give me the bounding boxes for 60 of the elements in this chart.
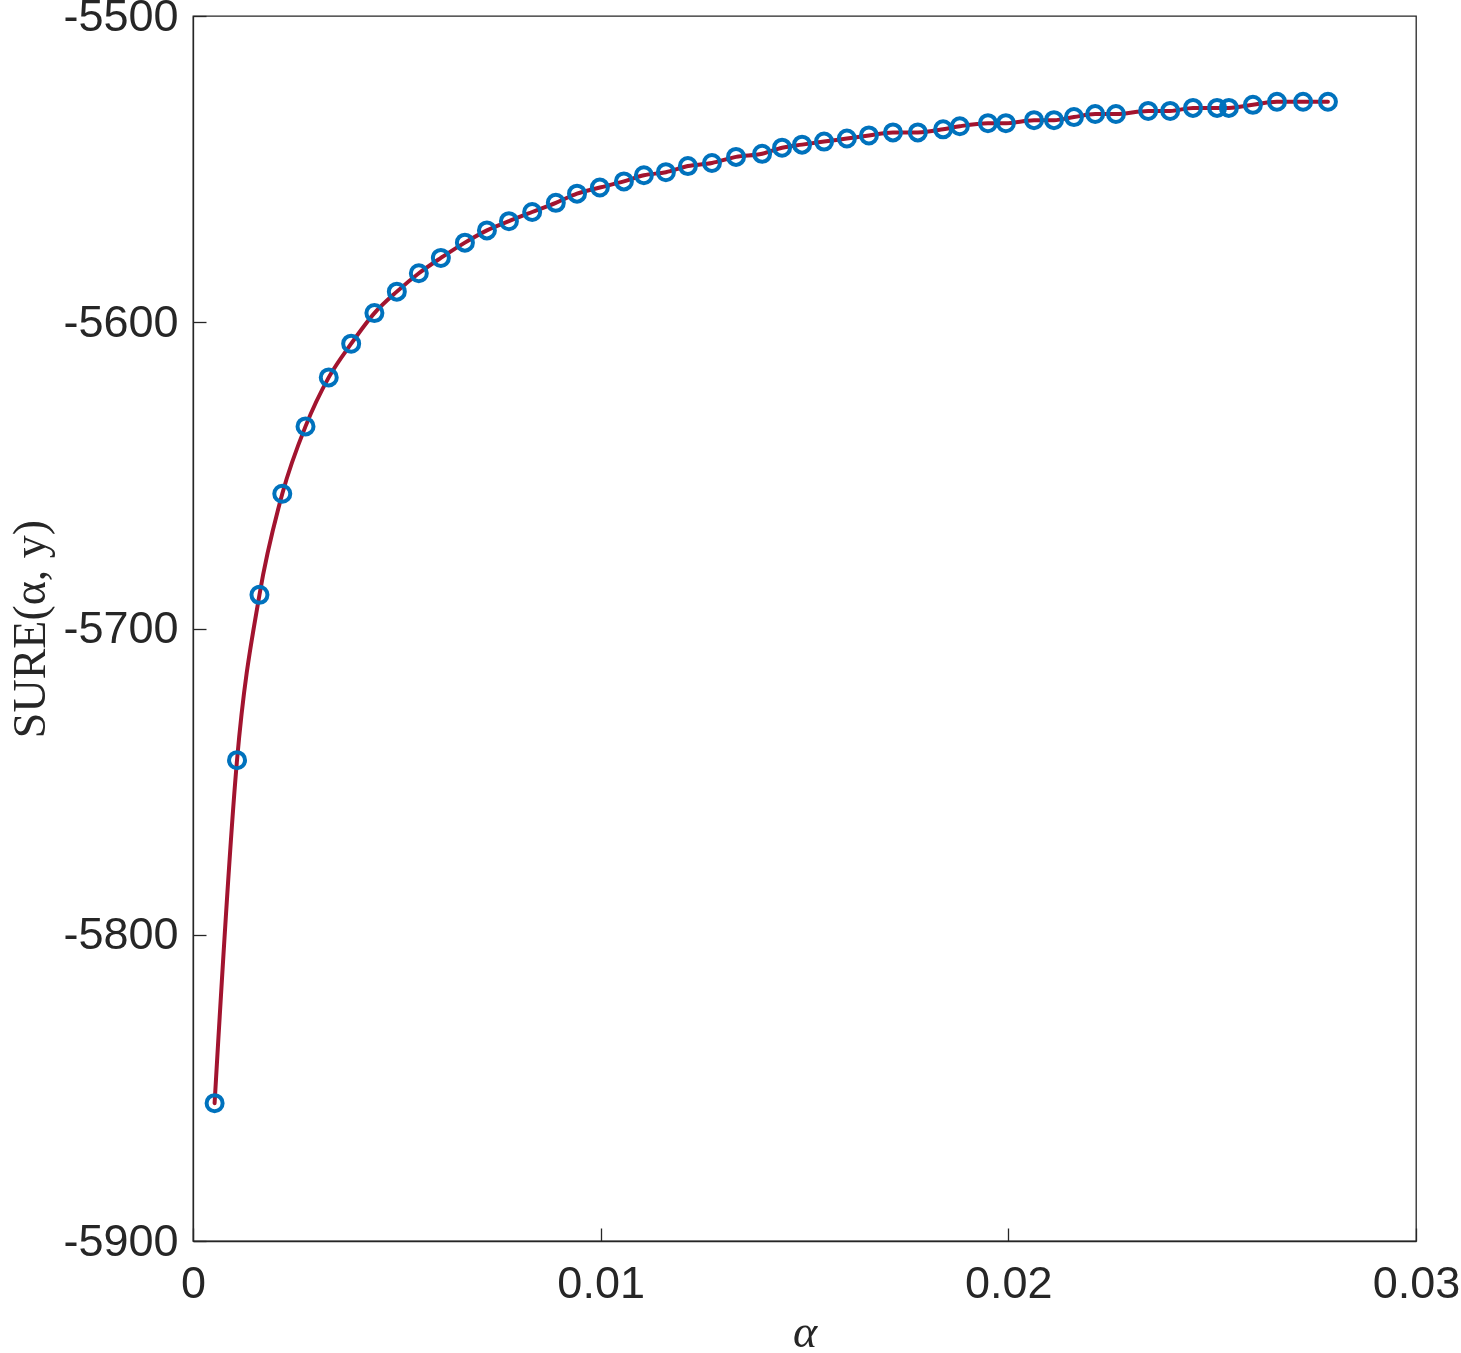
point: [249, 584, 270, 605]
point: [567, 183, 588, 204]
point: [995, 113, 1016, 134]
y-axis-title: SURE(α, y): [4, 519, 56, 739]
point: [318, 367, 339, 388]
point: [1183, 97, 1204, 118]
y-tick-label: -5600: [63, 295, 179, 347]
point: [1293, 91, 1314, 112]
point: [1317, 91, 1338, 112]
point: [613, 171, 634, 192]
point: [836, 128, 857, 149]
point: [677, 156, 698, 177]
point: [476, 220, 497, 241]
point: [1043, 110, 1064, 131]
point: [364, 303, 385, 324]
point: [408, 263, 429, 284]
point: [1266, 91, 1287, 112]
y-tick-label: -5900: [63, 1214, 179, 1266]
point: [1085, 104, 1106, 124]
x-tick-label: 0.03: [1372, 1256, 1461, 1308]
x-tick-label: 0.01: [557, 1256, 645, 1308]
point: [272, 483, 293, 504]
point: [522, 202, 543, 222]
point: [701, 153, 722, 173]
point: [814, 131, 835, 152]
point: [752, 143, 773, 164]
point: [1063, 107, 1084, 128]
x-tick-label: 0: [180, 1256, 207, 1308]
point: [227, 750, 248, 771]
y-tick-label: -5800: [63, 908, 179, 960]
point: [882, 122, 903, 143]
point: [386, 281, 407, 302]
point: [726, 146, 747, 167]
point: [1160, 100, 1181, 121]
point: [633, 165, 654, 186]
point: [204, 1093, 225, 1114]
point: [295, 416, 316, 437]
point: [949, 116, 970, 137]
point: [589, 177, 610, 198]
x-tick-label: 0.02: [965, 1256, 1053, 1308]
point: [772, 137, 793, 158]
point: [977, 113, 998, 134]
point: [430, 247, 451, 268]
y-tick-label: -5700: [63, 602, 179, 653]
point: [454, 232, 475, 253]
point: [1207, 97, 1228, 118]
point: [858, 125, 879, 146]
point: [1024, 110, 1045, 131]
point: [1138, 100, 1159, 121]
point: [341, 333, 362, 354]
point: [1242, 94, 1263, 115]
point: [655, 162, 676, 183]
point: [545, 192, 566, 213]
point: [792, 134, 813, 155]
point: [498, 211, 519, 232]
point: [1218, 97, 1239, 118]
point: [933, 119, 954, 140]
point: [907, 122, 928, 143]
x-axis-title: α: [792, 1305, 818, 1353]
point: [1105, 104, 1126, 124]
